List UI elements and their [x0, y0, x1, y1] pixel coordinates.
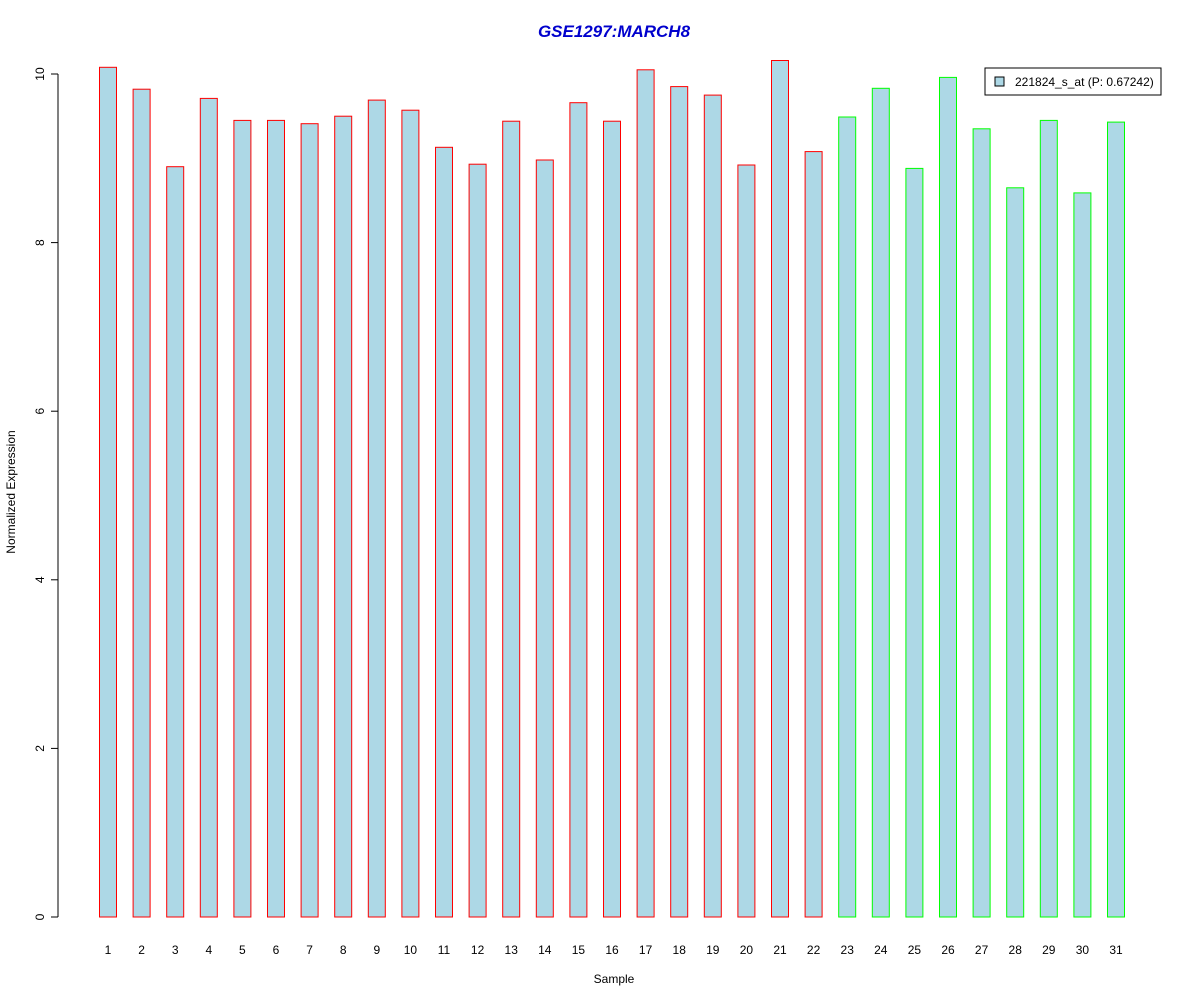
x-tick-label: 7	[306, 943, 313, 957]
legend-label: 221824_s_at (P: 0.67242)	[1015, 75, 1154, 89]
bar	[367, 99, 386, 918]
x-tick-label: 12	[471, 943, 485, 957]
x-tick-label: 26	[941, 943, 955, 957]
bar	[401, 109, 420, 918]
legend-box	[984, 67, 1162, 96]
bar	[435, 146, 453, 918]
bar	[502, 120, 521, 918]
bar	[233, 119, 252, 918]
bar	[569, 102, 588, 918]
x-tick-labels: 1 2 3 4 5 6 7 8 9 10 11 12 13 14 15 16 17 18 19 20 21 22 23 24 2…	[105, 943, 1123, 957]
bars-group	[99, 60, 1125, 918]
y-tick-label: 10	[33, 67, 47, 81]
x-axis-title: Sample	[594, 972, 635, 986]
bar	[636, 69, 655, 918]
x-tick-label: 31	[1109, 943, 1123, 957]
bar	[1039, 119, 1058, 918]
bar	[300, 123, 319, 918]
x-tick-label: 20	[740, 943, 754, 957]
x-tick-label: 30	[1076, 943, 1090, 957]
x-tick-label: 22	[807, 943, 821, 957]
x-tick-label: 1	[105, 943, 112, 957]
legend: 221824_s_at (P: 0.67242)	[984, 67, 1162, 96]
legend-swatch	[994, 76, 1005, 87]
y-tick-label: 6	[33, 408, 47, 415]
x-tick-label: 28	[1009, 943, 1023, 957]
bar	[771, 60, 789, 918]
y-tick-label: 0	[33, 913, 47, 920]
y-tick-label: 8	[33, 239, 47, 246]
x-tick-label: 18	[673, 943, 687, 957]
bar	[703, 94, 722, 918]
x-tick-label: 9	[373, 943, 380, 957]
x-tick-label: 24	[874, 943, 888, 957]
y-tick-label: 4	[33, 576, 47, 583]
bar	[1006, 187, 1025, 918]
bar	[468, 163, 487, 918]
x-tick-label: 11	[438, 943, 451, 957]
y-tick-label: 2	[33, 745, 47, 752]
y-axis-title: Normalized Expression	[4, 430, 18, 553]
x-tick-label: 29	[1042, 943, 1056, 957]
bar	[1107, 121, 1125, 918]
x-tick-label: 15	[572, 943, 586, 957]
bar	[334, 115, 353, 918]
x-tick-label: 27	[975, 943, 989, 957]
bar	[670, 86, 689, 918]
x-tick-label: 8	[340, 943, 347, 957]
bar	[972, 128, 991, 918]
x-tick-label: 16	[605, 943, 619, 957]
x-tick-label: 2	[138, 943, 145, 957]
x-tick-label: 6	[273, 943, 280, 957]
x-tick-label: 23	[841, 943, 855, 957]
bar	[838, 116, 857, 918]
x-tick-label: 3	[172, 943, 179, 957]
bar	[267, 119, 285, 918]
x-tick-label: 4	[205, 943, 212, 957]
bar	[905, 167, 924, 918]
bar	[535, 159, 554, 918]
bar	[804, 151, 823, 918]
x-tick-label: 14	[538, 943, 552, 957]
x-tick-label: 25	[908, 943, 922, 957]
bar	[199, 97, 218, 918]
x-tick-label: 17	[639, 943, 653, 957]
bar	[871, 87, 890, 918]
chart-title: GSE1297:MARCH8	[538, 22, 691, 41]
bar	[132, 88, 151, 918]
bar	[1073, 192, 1092, 918]
x-tick-label: 10	[404, 943, 418, 957]
bar	[737, 164, 756, 918]
bar	[99, 66, 117, 918]
bar	[603, 120, 621, 918]
y-axis: 0 2 4 6 8 10	[33, 67, 59, 920]
bar	[939, 76, 957, 918]
x-tick-label: 5	[239, 943, 246, 957]
x-tick-label: 19	[706, 943, 720, 957]
bar	[166, 166, 185, 918]
x-tick-label: 13	[505, 943, 519, 957]
x-tick-label: 21	[773, 943, 787, 957]
